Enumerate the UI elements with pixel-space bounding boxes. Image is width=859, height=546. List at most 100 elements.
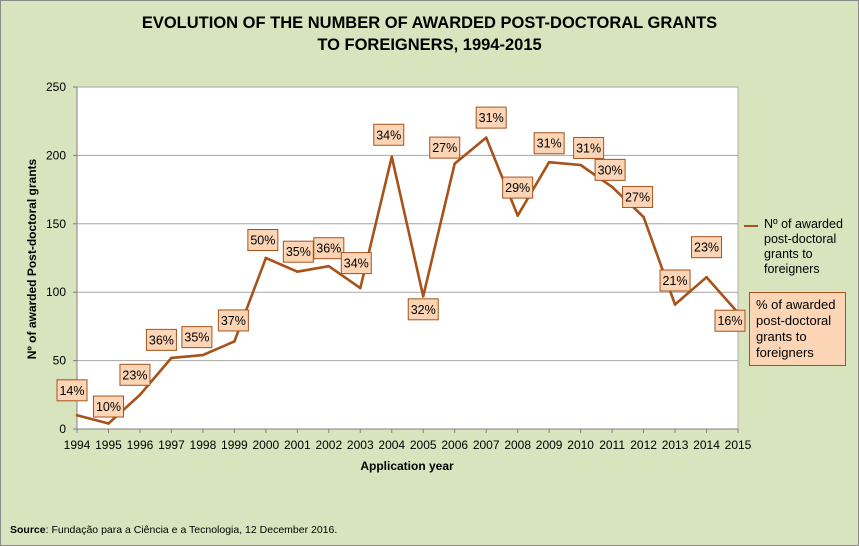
data-label: 36% [149,333,174,347]
data-label-box [217,309,249,332]
data-label: 34% [344,257,369,271]
legend-percent-entry: % of awarded post-doctoral grants to for… [749,292,846,366]
data-label-box [659,269,691,292]
data-label: 31% [479,111,504,125]
data-label-box [119,363,151,386]
data-label: 23% [122,368,147,382]
data-point [201,353,205,357]
data-label: 32% [411,303,436,317]
data-point [75,414,79,417]
data-point [107,422,110,425]
data-label-box [145,328,177,351]
data-label-box [622,185,654,208]
data-label: 23% [694,241,719,255]
data-label-box [313,237,345,260]
data-label: 27% [432,141,457,155]
data-label: 14% [59,384,84,398]
x-tick-label: 1998 [190,438,217,452]
y-tick-label: 0 [59,422,66,436]
y-tick-label: 250 [46,80,66,94]
data-label-box [181,326,213,349]
data-point [453,162,457,165]
data-point [516,214,519,217]
chart-title-line-1: EVOLUTION OF THE NUMBER OF AWARDED POST-… [141,14,718,32]
legend-series-entry: Nº of awarded post-doctoral grants to fo… [744,217,856,277]
x-tick-label: 1996 [127,438,154,452]
data-label: 34% [376,128,401,142]
data-label-box [373,123,405,146]
data-label: 31% [537,137,562,151]
source-note: Source: Fundação para a Ciência e a Tecn… [10,524,337,536]
x-tick-label: 1999 [221,438,248,452]
data-label: 31% [576,141,601,155]
y-tick-label: 150 [46,217,66,231]
x-tick-label: 2006 [441,438,468,452]
data-point [233,340,236,343]
data-label-box [502,176,534,199]
data-point [327,264,331,268]
data-label: 35% [286,245,311,259]
data-label-box [429,136,461,159]
data-point [642,215,645,219]
y-tick-label: 200 [46,148,66,162]
data-label-box [594,158,626,181]
data-point [579,163,582,167]
chart-title-line-2: TO FOREIGNERS, 1994-2015 [317,36,542,54]
x-tick-label: 2011 [599,438,625,452]
data-point [610,185,614,189]
data-point [673,303,677,306]
data-label: 37% [221,314,246,328]
x-tick-label: 1995 [95,438,122,452]
data-label-box [533,132,565,155]
data-label: 27% [625,190,650,204]
data-point [170,356,173,360]
x-tick-label: 1997 [158,438,185,452]
plot-area [76,86,739,430]
data-point [358,286,362,290]
data-label-box [475,106,507,129]
x-tick-label: 2014 [693,438,720,452]
data-label: 36% [316,242,341,256]
y-axis-label: Nº of awarded Post-doctoral grants [25,158,39,360]
data-point [421,295,425,298]
x-tick-label: 2008 [504,438,531,452]
data-label: 30% [598,163,623,177]
data-label-box [714,309,746,332]
data-label: 10% [96,400,121,414]
x-tick-label: 2001 [284,438,311,452]
x-tick-label: 2007 [473,438,500,452]
data-label-box [92,395,124,418]
data-label: 35% [184,331,209,345]
data-label: 21% [663,274,688,288]
legend-series-label: Nº of awarded post-doctoral grants to fo… [764,217,843,276]
data-label: 16% [717,314,742,328]
x-tick-label: 2004 [378,438,405,452]
data-point [390,155,394,159]
x-tick-label: 1994 [64,438,91,452]
data-label: 50% [250,234,275,248]
data-label: 29% [505,181,530,195]
x-tick-label: 2005 [410,438,437,452]
x-tick-label: 2013 [662,438,689,452]
data-point [138,393,142,397]
y-tick-label: 50 [53,354,67,368]
x-tick-label: 2009 [536,438,563,452]
data-label-box [340,252,372,275]
x-axis-label: Application year [360,459,454,473]
x-tick-label: 2003 [347,438,374,452]
x-tick-label: 2010 [567,438,594,452]
x-tick-label: 2000 [253,438,280,452]
data-label-box [691,236,723,259]
legend-line-swatch [744,225,758,227]
data-point [264,256,268,260]
data-point [547,160,551,164]
source-text: : Fundação para a Ciência e a Tecnologia… [45,524,338,536]
data-point [705,275,708,279]
x-tick-label: 2012 [630,438,657,452]
data-label-box [573,136,605,159]
y-tick-label: 100 [46,285,66,299]
data-point [296,270,299,273]
data-label-box [247,229,279,251]
x-tick-label: 2015 [725,438,752,452]
